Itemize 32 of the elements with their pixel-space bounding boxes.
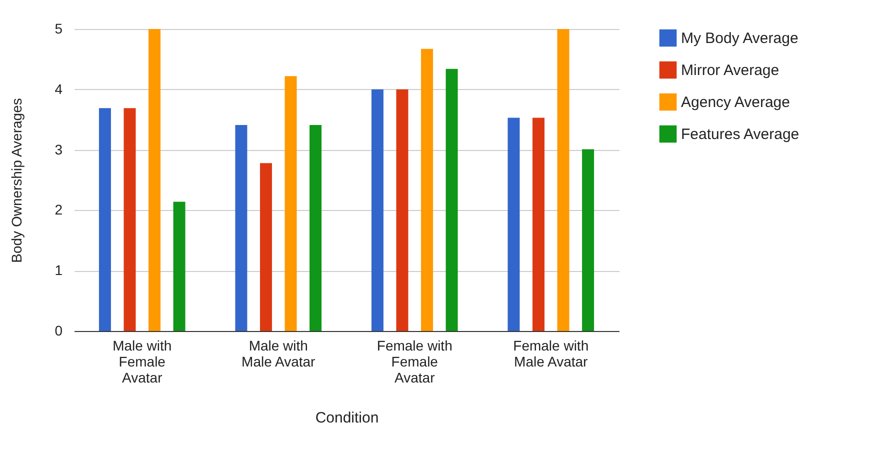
- bar: [148, 29, 161, 331]
- legend-label: Agency Average: [681, 94, 790, 111]
- legend-label: Features Average: [681, 126, 800, 143]
- bar: [396, 89, 408, 331]
- bar: [260, 163, 272, 331]
- bar: [532, 118, 544, 331]
- x-tick-label: Male with Female Avatar: [112, 338, 172, 386]
- bar: [173, 202, 186, 331]
- bar: [446, 68, 458, 331]
- x-tick-label: Female with Male Avatar: [513, 338, 589, 370]
- legend-label: My Body Average: [681, 30, 798, 47]
- bar: [421, 48, 434, 331]
- bar: [508, 118, 520, 331]
- y-tick-label: 2: [54, 202, 63, 218]
- bar: [371, 89, 384, 331]
- x-axis-title: Condition: [315, 410, 379, 426]
- legend-label: Mirror Average: [681, 62, 780, 79]
- bar: [235, 125, 248, 331]
- y-tick-label: 0: [54, 322, 63, 338]
- bar: [310, 125, 322, 331]
- y-tick-label: 3: [54, 141, 63, 158]
- y-tick-label: 4: [54, 80, 63, 97]
- x-tick-label: Male with Male Avatar: [242, 338, 316, 370]
- bar: [582, 149, 594, 331]
- bar: [284, 76, 297, 331]
- bar: [124, 108, 136, 331]
- x-tick-label: Female with Female Avatar: [376, 338, 452, 386]
- y-axis-title: Body Ownership Averages: [8, 98, 25, 263]
- y-tick-label: 1: [54, 262, 63, 278]
- y-tick-label: 5: [54, 20, 63, 36]
- bar: [557, 29, 570, 331]
- bar: [98, 108, 111, 331]
